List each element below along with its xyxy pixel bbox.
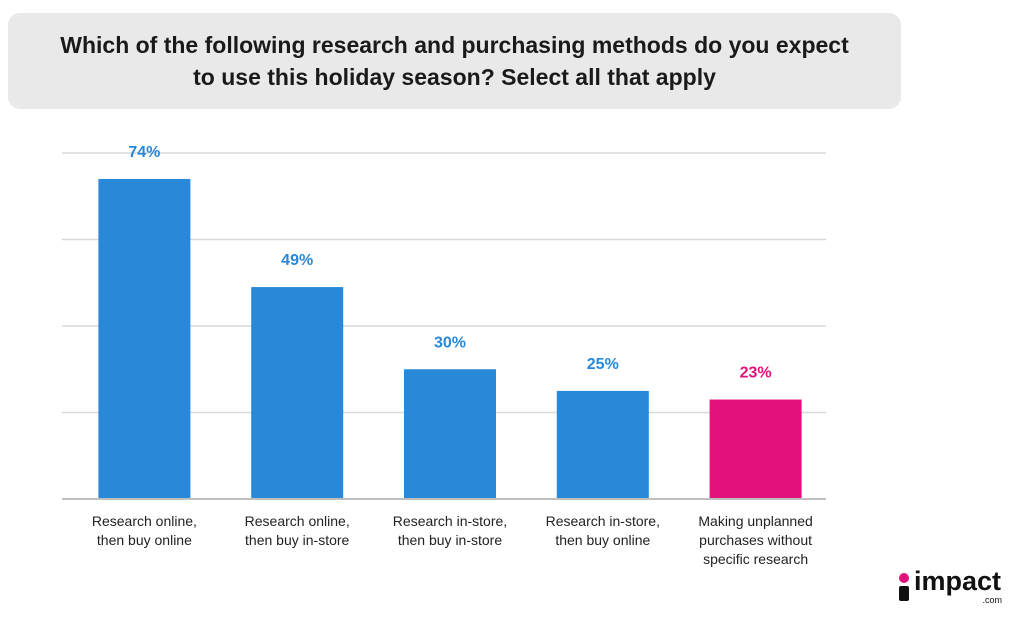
chart-title-line-1: Which of the following research and purc…: [60, 32, 849, 58]
category-label-2: Research online, then buy in-store: [244, 513, 350, 548]
impact-logo: impact .com: [896, 566, 1006, 608]
data-label-4: 25%: [587, 356, 619, 373]
data-label-2: 49%: [281, 252, 313, 269]
data-label-3: 30%: [434, 334, 466, 351]
category-label-4: Research in-store, then buy online: [545, 513, 660, 548]
title-box: Which of the following research and purc…: [8, 13, 901, 109]
bar-3: [404, 369, 496, 499]
impact-logo-mark-icon: [899, 573, 909, 601]
data-label-1: 74%: [128, 144, 160, 161]
category-label-1: Research online, then buy online: [91, 513, 197, 548]
bar-5: [709, 399, 802, 499]
logo-text: impact: [914, 566, 1002, 596]
chart-title-line-2: to use this holiday season? Select all t…: [193, 64, 716, 90]
data-label-5: 23%: [740, 365, 772, 382]
bar-1: [98, 178, 191, 499]
category-label-5: Making unplanned purchases without speci…: [698, 513, 813, 567]
logo-sub-text: .com: [982, 595, 1002, 605]
bar-2: [251, 287, 344, 499]
category-label-3: Research in-store, then buy in-store: [392, 513, 508, 548]
bar-4: [556, 390, 649, 499]
